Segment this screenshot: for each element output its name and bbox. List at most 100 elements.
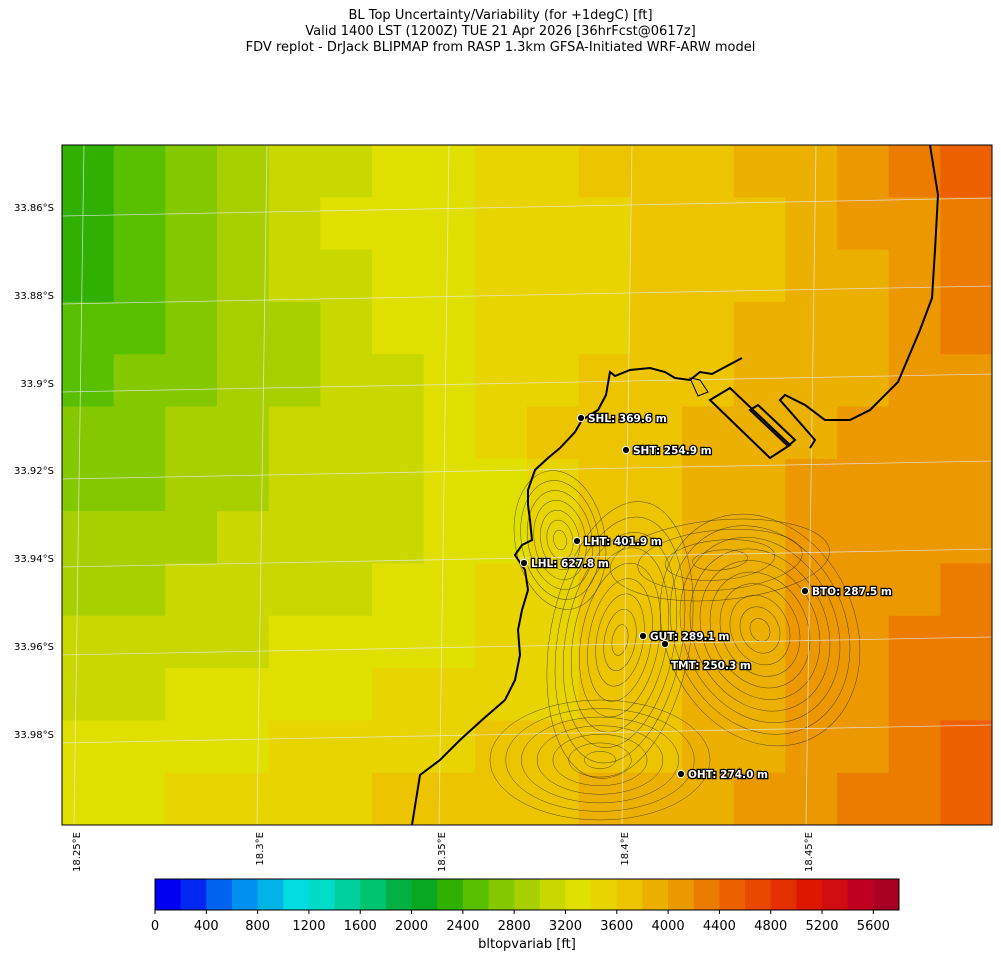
field-cell bbox=[785, 145, 838, 198]
colorbar-segment bbox=[693, 879, 720, 910]
contour-line bbox=[546, 501, 694, 779]
latitude-label: 33.94°S bbox=[14, 554, 54, 565]
colorbar-segment bbox=[283, 879, 310, 910]
field-cell bbox=[527, 720, 580, 774]
field-cell bbox=[630, 772, 683, 825]
field-cell bbox=[423, 301, 476, 355]
longitude-labels: 18.25°E 18.3°E 18.35°E 18.4°E 18.45°E bbox=[72, 832, 815, 872]
field-cell bbox=[527, 197, 580, 251]
field-cell bbox=[475, 249, 528, 303]
contour-line bbox=[562, 532, 678, 748]
field-cell bbox=[62, 301, 115, 355]
field-cell bbox=[682, 197, 735, 251]
colorbar-segment bbox=[591, 879, 618, 910]
contour-line bbox=[536, 725, 664, 795]
contour-line bbox=[505, 708, 695, 812]
field-cell bbox=[113, 406, 166, 460]
field-cell bbox=[475, 145, 528, 198]
contour-line bbox=[692, 549, 748, 571]
station-marker bbox=[638, 631, 648, 641]
field-cell bbox=[268, 145, 321, 198]
field-cell bbox=[837, 458, 890, 512]
field-cell bbox=[165, 145, 218, 198]
field-cell bbox=[113, 772, 166, 825]
station-label: SHT: 254.9 m bbox=[633, 445, 712, 457]
field-cell bbox=[940, 354, 992, 408]
field-cell bbox=[113, 197, 166, 251]
field-cell bbox=[165, 249, 218, 303]
colorbar-segment bbox=[642, 879, 669, 910]
field-cell bbox=[785, 772, 838, 825]
field-cell bbox=[578, 668, 631, 721]
field-cell bbox=[320, 249, 373, 303]
contour-line bbox=[579, 562, 661, 718]
colorbar-segment bbox=[411, 879, 438, 910]
field-cell bbox=[165, 668, 218, 721]
field-cell bbox=[62, 720, 115, 774]
field-cell bbox=[165, 301, 218, 355]
field-cell bbox=[423, 249, 476, 303]
field-cell bbox=[785, 563, 838, 617]
colorbar-segment bbox=[873, 879, 900, 910]
field-cell bbox=[940, 563, 992, 617]
station-marker bbox=[676, 769, 686, 779]
field-cell bbox=[733, 354, 786, 408]
colorbar-tick-label: 3200 bbox=[549, 919, 582, 934]
field-cell bbox=[423, 145, 476, 198]
contour-line bbox=[526, 490, 594, 590]
colorbar-segment bbox=[514, 879, 541, 910]
colorbar-segment bbox=[155, 879, 182, 910]
field-cell bbox=[475, 458, 528, 512]
field-cell bbox=[423, 772, 476, 825]
colorbar-segment bbox=[437, 879, 464, 910]
field-cell bbox=[113, 145, 166, 198]
field-cell bbox=[888, 406, 941, 460]
field-cell bbox=[837, 668, 890, 721]
field-cell bbox=[475, 563, 528, 617]
field-cell bbox=[62, 354, 115, 408]
field-cell bbox=[888, 145, 941, 198]
field-cell bbox=[837, 772, 890, 825]
latitude-line bbox=[62, 548, 992, 568]
field-grid bbox=[62, 145, 992, 825]
field-cell bbox=[578, 301, 631, 355]
colorbar-segment bbox=[719, 879, 746, 910]
field-cell bbox=[62, 406, 115, 460]
contour-line bbox=[664, 539, 776, 581]
field-cell bbox=[475, 720, 528, 774]
field-cell bbox=[527, 615, 580, 669]
colorbar-segment bbox=[334, 879, 361, 910]
field-cell bbox=[527, 563, 580, 617]
field-cell bbox=[527, 301, 580, 355]
field-cell bbox=[217, 458, 270, 512]
station-label: TMT: 250.3 m bbox=[671, 660, 751, 672]
field-cell bbox=[423, 354, 476, 408]
field-cell bbox=[372, 615, 425, 669]
field-cell bbox=[837, 406, 890, 460]
field-cell bbox=[475, 668, 528, 721]
field-cell bbox=[165, 563, 218, 617]
field-cell bbox=[372, 249, 425, 303]
colorbar-tick-label: 400 bbox=[194, 919, 219, 934]
field-cell bbox=[423, 668, 476, 721]
field-cell bbox=[165, 720, 218, 774]
field-cell bbox=[578, 615, 631, 669]
colorbar-tick-label: 4000 bbox=[652, 919, 685, 934]
contour-line bbox=[513, 470, 607, 610]
field-cell bbox=[475, 772, 528, 825]
field-cell bbox=[320, 511, 373, 565]
field-cell bbox=[940, 406, 992, 460]
field-cell bbox=[527, 406, 580, 460]
field-cell bbox=[423, 615, 476, 669]
field-cell bbox=[837, 197, 890, 251]
field-cell bbox=[62, 145, 115, 198]
longitude-line bbox=[621, 145, 633, 825]
field-cell bbox=[217, 772, 270, 825]
colorbar: 0 400 800 1200 1600 2000 2400 2800 3200 3600 4000 4… bbox=[151, 878, 900, 952]
field-cell bbox=[268, 563, 321, 617]
contour-line bbox=[749, 618, 771, 642]
field-cell bbox=[940, 772, 992, 825]
field-cell bbox=[113, 615, 166, 669]
field-cell bbox=[888, 720, 941, 774]
contour-line bbox=[546, 519, 574, 561]
